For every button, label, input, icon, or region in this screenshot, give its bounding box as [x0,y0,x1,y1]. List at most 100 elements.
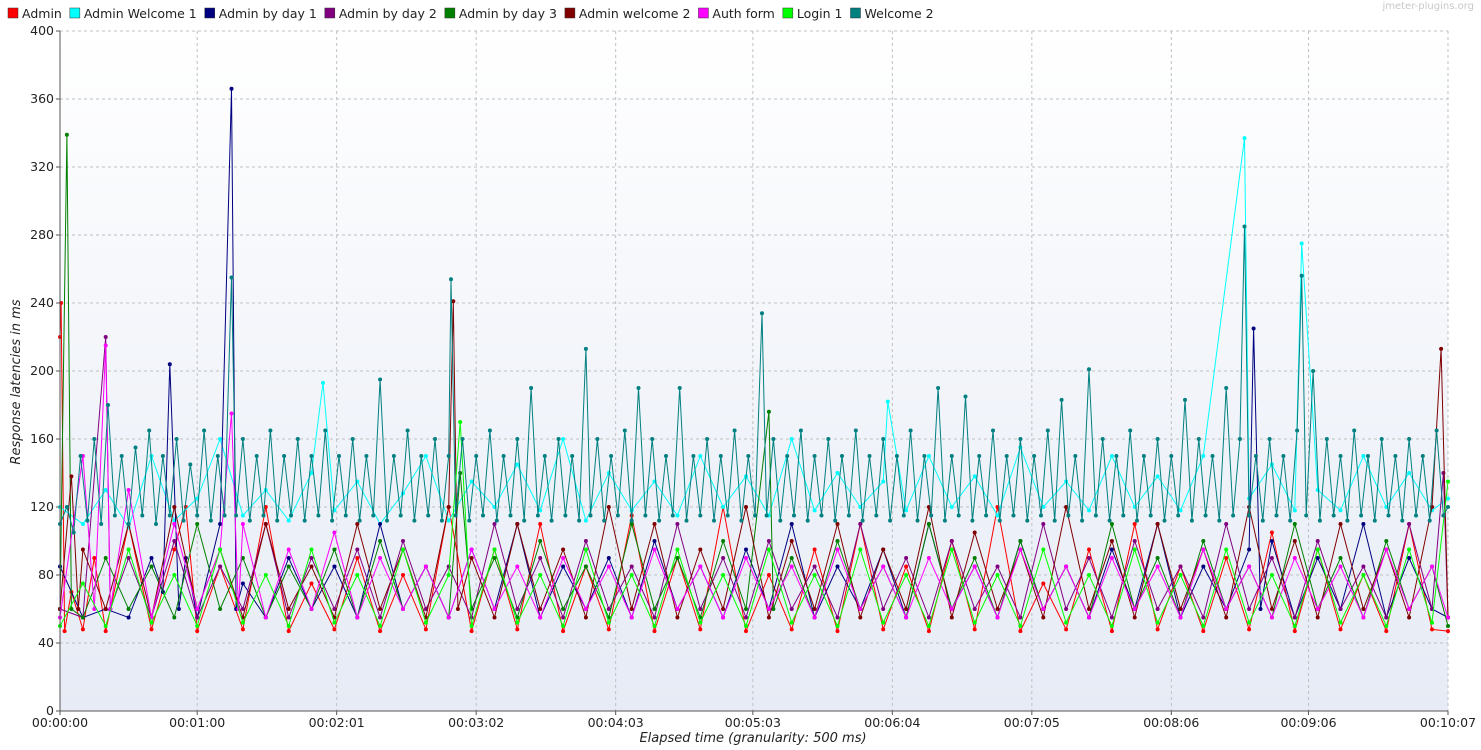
data-point [1064,607,1069,611]
data-point [92,556,97,560]
data-point [103,335,108,339]
data-point [1201,615,1206,620]
data-point [1295,428,1300,433]
data-point [858,615,863,620]
data-point [1430,620,1434,625]
data-point [1178,573,1183,577]
data-point [538,615,543,620]
data-point [323,428,328,433]
data-point [833,518,838,523]
data-point [1247,627,1252,632]
data-point [1128,428,1133,433]
data-point [229,86,234,91]
data-point [771,607,776,611]
data-point [846,513,851,518]
series-line [59,134,1449,627]
data-point [1315,488,1320,492]
data-point [1361,607,1366,611]
y-tick-label: 200 [30,363,54,378]
data-point [332,607,337,611]
data-point [263,505,268,509]
data-point [1247,607,1252,611]
data-point [458,471,463,475]
data-point [1384,539,1389,543]
data-point [1251,326,1256,331]
data-point [286,607,291,611]
data-point [991,428,995,433]
data-point [812,508,817,513]
data-point [1446,624,1450,628]
data-point [103,624,108,628]
legend-label: Auth form [712,6,774,21]
data-point [218,437,223,441]
data-point [922,454,927,458]
data-point [606,505,611,509]
y-tick-label: 40 [38,635,54,650]
data-point [1189,518,1194,523]
data-point [80,615,85,620]
data-point [515,437,520,441]
data-point [826,437,831,441]
data-point [69,474,74,479]
data-point [718,454,723,458]
data-point [254,454,259,458]
data-point [112,513,117,518]
data-point [538,508,543,513]
data-point [606,564,611,569]
data-point [1141,454,1146,458]
x-tick-label: 00:02:01 [309,715,365,730]
data-point [1384,624,1389,628]
data-point [904,556,909,560]
data-point [698,564,703,569]
data-point [446,573,451,577]
data-point [1372,518,1377,523]
data-point [1269,615,1274,620]
data-point [492,615,497,620]
data-point [80,581,85,586]
data-point [789,522,794,526]
data-point [744,624,748,628]
legend-item-admin-by-day-1: Admin by day 1 [204,6,317,21]
data-point [1292,556,1297,560]
data-point [492,607,497,611]
data-point [215,454,220,458]
data-point [789,620,794,625]
data-point [1155,556,1160,560]
data-point [1269,530,1274,535]
data-point [1178,508,1183,513]
data-point [378,629,383,634]
data-point [766,607,771,611]
data-point [972,474,977,479]
data-point [167,513,172,518]
data-point [926,615,931,620]
data-point [309,547,314,552]
data-point [1080,518,1085,523]
legend-label: Admin [22,6,62,21]
data-point [172,547,177,552]
data-point [119,454,124,458]
x-tick-label: 00:10:07 [1420,715,1476,730]
data-point [929,513,934,518]
data-point [744,547,748,552]
data-point [469,479,474,484]
data-point [561,564,566,569]
data-point [677,386,682,390]
data-point [766,573,771,577]
legend-swatch [564,7,576,19]
data-point [926,624,931,628]
data-point [1041,581,1046,586]
data-point [949,615,954,620]
legend-swatch [698,7,709,19]
data-point [908,428,913,433]
data-point [378,522,383,526]
data-point [1224,386,1229,390]
x-tick-label: 00:05:03 [725,715,781,730]
data-point [1203,513,1208,518]
data-point [561,624,566,628]
data-point [1304,513,1309,518]
data-point [126,522,131,526]
data-point [1041,505,1046,509]
data-point [1260,518,1265,523]
series-admin-welcome-2 [58,299,1450,620]
data-point [522,518,527,523]
